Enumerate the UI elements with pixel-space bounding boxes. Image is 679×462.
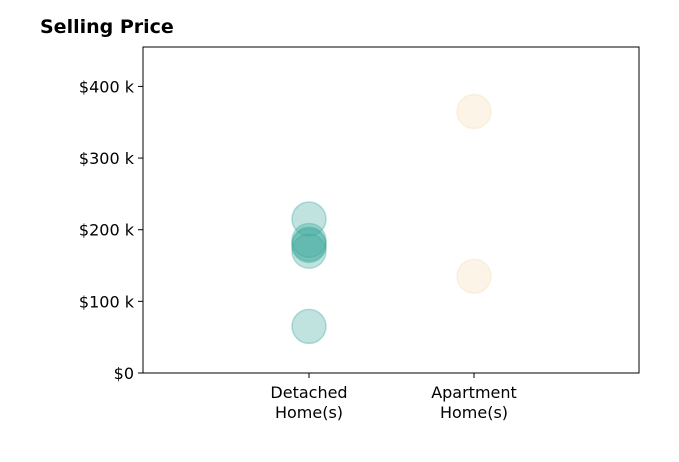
data-point xyxy=(291,308,327,345)
chart-title: Selling Price xyxy=(40,16,174,38)
data-point xyxy=(291,233,327,269)
x-tick-label: Apartment Home(s) xyxy=(431,383,517,422)
y-tick-label: $200 k xyxy=(79,221,135,240)
points-layer xyxy=(291,93,492,345)
y-tick-label: $100 k xyxy=(79,292,135,311)
y-tick-label: $300 k xyxy=(79,149,135,168)
data-point xyxy=(291,201,327,237)
data-point xyxy=(291,227,327,264)
data-point xyxy=(291,222,327,259)
y-tick-label: $0 xyxy=(114,364,134,383)
data-point xyxy=(291,226,327,262)
plot-frame xyxy=(142,46,640,374)
x-tick-label: Detached Home(s) xyxy=(270,383,347,422)
y-tick-label: $400 k xyxy=(79,77,135,96)
y-axis: $0 $100 k $200 k $300 k $400 k xyxy=(79,77,143,383)
data-point xyxy=(456,93,492,130)
x-axis: Detached Home(s) Apartment Home(s) xyxy=(270,373,517,422)
data-point xyxy=(456,258,492,295)
